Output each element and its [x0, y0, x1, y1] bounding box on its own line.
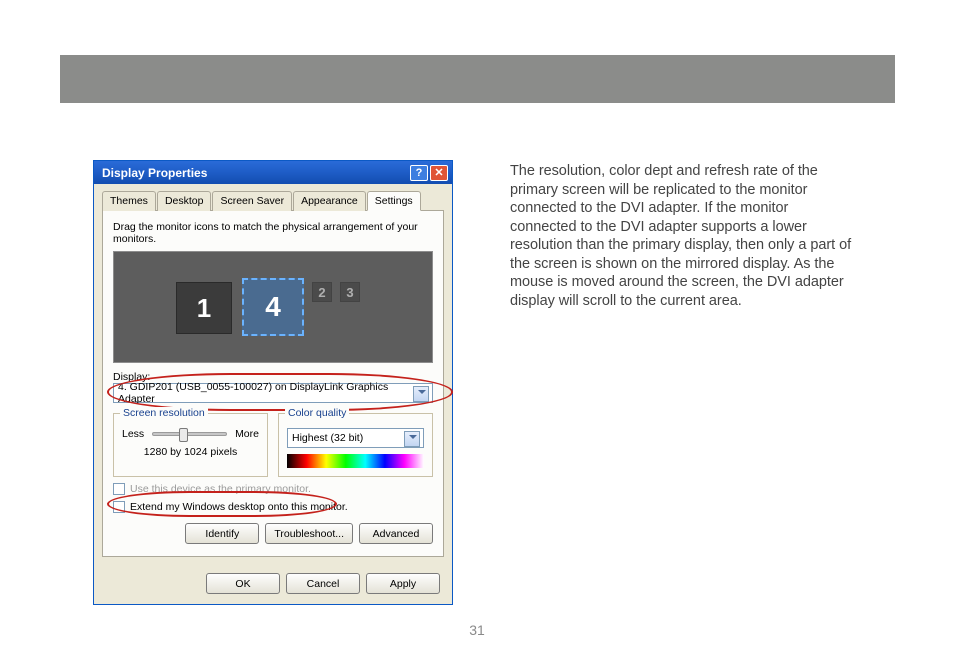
checkbox-icon[interactable]	[113, 501, 125, 513]
header-bar	[60, 55, 895, 103]
identify-label: Identify	[205, 528, 239, 540]
monitor-arrangement[interactable]: 1 4 2 3	[113, 251, 433, 363]
help-button[interactable]: ?	[410, 165, 428, 181]
color-spectrum-bar	[287, 454, 424, 468]
monitor-1[interactable]: 1	[176, 282, 232, 334]
body-paragraph: The resolution, color dept and refresh r…	[510, 162, 855, 310]
primary-label: Use this device as the primary monitor.	[130, 483, 311, 495]
extend-desktop-checkbox[interactable]: Extend my Windows desktop onto this moni…	[113, 501, 433, 513]
troubleshoot-button[interactable]: Troubleshoot...	[265, 523, 353, 544]
color-quality-value: Highest (32 bit)	[292, 432, 363, 444]
label-more: More	[235, 428, 259, 440]
apply-label: Apply	[390, 578, 416, 590]
resolution-value: 1280 by 1024 pixels	[122, 446, 259, 458]
dialog-title: Display Properties	[102, 166, 408, 180]
display-properties-dialog: Display Properties ? ✕ Themes Desktop Sc…	[93, 160, 453, 605]
dialog-body: Themes Desktop Screen Saver Appearance S…	[94, 184, 452, 567]
display-dropdown-wrap: 4. GDIP201 (USB_0055-100027) on DisplayL…	[113, 383, 433, 403]
page-number: 31	[0, 622, 954, 638]
chevron-down-icon	[409, 435, 417, 439]
ok-label: OK	[235, 578, 250, 590]
display-dropdown[interactable]: 4. GDIP201 (USB_0055-100027) on DisplayL…	[113, 383, 433, 403]
color-quality-legend: Color quality	[285, 407, 349, 419]
tab-screensaver[interactable]: Screen Saver	[212, 191, 292, 211]
close-button[interactable]: ✕	[430, 165, 448, 181]
tab-desktop[interactable]: Desktop	[157, 191, 212, 211]
monitor-3[interactable]: 3	[340, 282, 360, 302]
resolution-slider[interactable]	[152, 432, 227, 436]
tab-appearance[interactable]: Appearance	[293, 191, 366, 211]
color-quality-group: Color quality Highest (32 bit)	[278, 413, 433, 477]
tab-bar: Themes Desktop Screen Saver Appearance S…	[102, 190, 444, 211]
troubleshoot-label: Troubleshoot...	[274, 528, 344, 540]
inner-button-row: Identify Troubleshoot... Advanced	[113, 523, 433, 544]
resolution-group: Screen resolution Less More 1280 by 1024…	[113, 413, 268, 477]
identify-button[interactable]: Identify	[185, 523, 259, 544]
slider-thumb[interactable]	[179, 428, 188, 442]
resolution-legend: Screen resolution	[120, 407, 208, 419]
monitor-2[interactable]: 2	[312, 282, 332, 302]
chevron-down-icon	[418, 390, 426, 394]
extend-label: Extend my Windows desktop onto this moni…	[130, 501, 348, 513]
titlebar[interactable]: Display Properties ? ✕	[94, 161, 452, 184]
advanced-label: Advanced	[373, 528, 420, 540]
monitor-4-selected[interactable]: 4	[242, 278, 304, 336]
cancel-button[interactable]: Cancel	[286, 573, 360, 594]
cancel-label: Cancel	[307, 578, 340, 590]
tab-settings[interactable]: Settings	[367, 191, 421, 211]
settings-columns: Screen resolution Less More 1280 by 1024…	[113, 403, 433, 477]
tab-themes[interactable]: Themes	[102, 191, 156, 211]
primary-monitor-checkbox: Use this device as the primary monitor.	[113, 483, 433, 495]
tab-content: Drag the monitor icons to match the phys…	[102, 211, 444, 557]
label-less: Less	[122, 428, 144, 440]
instruction-text: Drag the monitor icons to match the phys…	[113, 221, 433, 245]
dialog-footer: OK Cancel Apply	[94, 567, 452, 604]
advanced-button[interactable]: Advanced	[359, 523, 433, 544]
apply-button[interactable]: Apply	[366, 573, 440, 594]
checkbox-icon	[113, 483, 125, 495]
resolution-slider-labels: Less More	[122, 428, 259, 440]
ok-button[interactable]: OK	[206, 573, 280, 594]
color-quality-dropdown[interactable]: Highest (32 bit)	[287, 428, 424, 448]
display-value: 4. GDIP201 (USB_0055-100027) on DisplayL…	[118, 381, 412, 405]
